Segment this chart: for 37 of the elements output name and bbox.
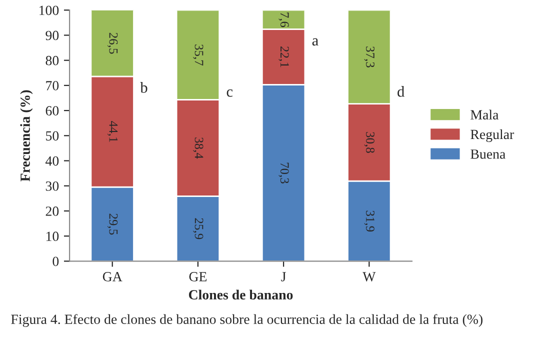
data-label: 44,1 <box>107 121 118 142</box>
x-tick-label: J <box>281 272 286 282</box>
data-label: 30,8 <box>364 132 374 153</box>
data-label: 37,3 <box>364 46 374 68</box>
annotation: b <box>140 82 148 93</box>
y-tick-label: 80 <box>46 56 59 66</box>
y-tick-label: 30 <box>46 181 59 191</box>
y-tick-label: 90 <box>46 30 59 40</box>
x-tick-label: W <box>362 272 376 282</box>
data-label: 31,9 <box>364 210 374 232</box>
data-label: 70,3 <box>278 162 289 184</box>
annotation: c <box>226 89 233 97</box>
x-axis-title: Clones de banano <box>188 290 293 300</box>
data-label: 35,7 <box>193 44 204 66</box>
legend-label: Buena <box>470 150 506 159</box>
data-label: 26,5 <box>107 32 118 54</box>
y-tick-label: 0 <box>52 256 59 266</box>
text: Figura 4. Efecto de clones de banano sobre la ocurrencia de la calidad de la fruta (%) <box>11 314 482 327</box>
annotation: d <box>398 86 404 97</box>
data-label: 25,9 <box>193 218 204 240</box>
y-tick-label: 10 <box>46 232 59 242</box>
x-tick-label: GA <box>102 272 122 282</box>
data-label: 38,4 <box>193 138 204 159</box>
y-tick-label: 70 <box>46 81 59 90</box>
data-label: 29,5 <box>107 214 118 235</box>
legend-label: Mala <box>470 110 499 120</box>
data-label: 22,1 <box>278 46 289 68</box>
y-tick-label: 40 <box>46 156 59 166</box>
y-tick-label: 50 <box>46 131 59 141</box>
y-axis-title: Frecuencia (%) <box>20 90 33 182</box>
y-tick-label: 60 <box>46 106 59 116</box>
y-tick-label: 100 <box>40 6 59 16</box>
data-label: 7,6 <box>278 12 289 28</box>
x-tick-label: GE <box>189 272 207 282</box>
annotation: a <box>312 38 318 46</box>
y-tick-label: 20 <box>46 206 59 216</box>
legend-label: Regular <box>470 129 514 142</box>
